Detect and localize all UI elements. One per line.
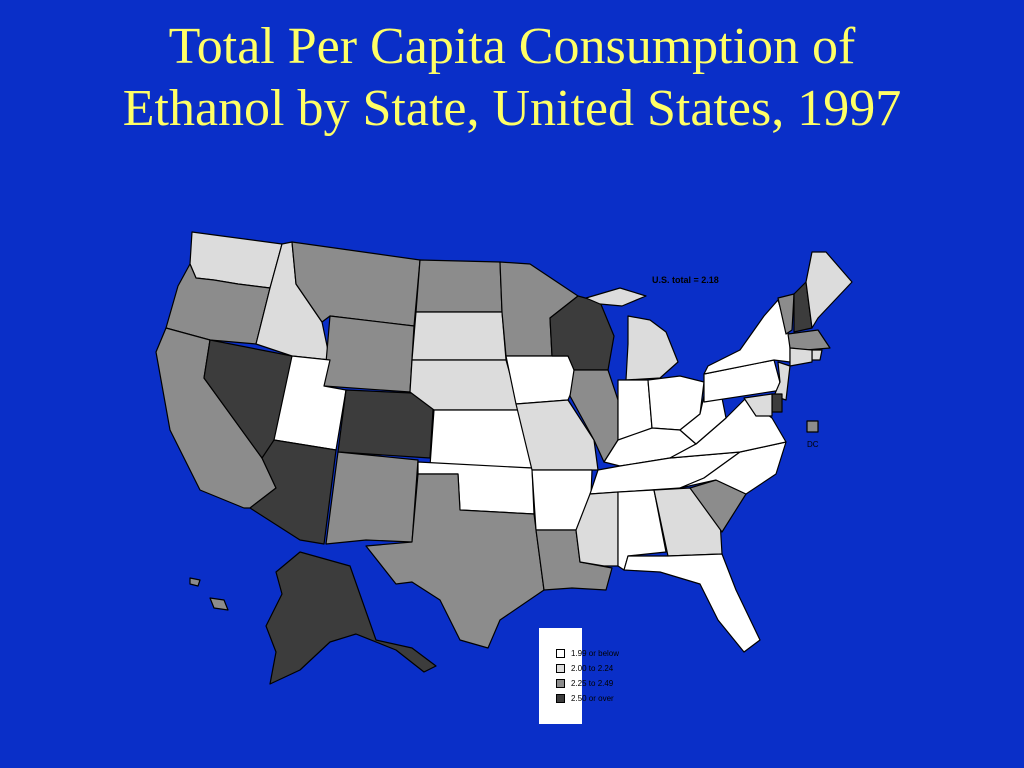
state-DC [806,420,819,433]
state-NE [409,359,521,411]
dc-label: DC [807,440,819,449]
state-FL [623,553,761,653]
legend-swatch [556,678,565,688]
state-WY [323,315,415,393]
state-ND [415,259,503,313]
slide-title: Total Per Capita Consumption of Ethanol … [122,18,902,137]
state-VT [777,293,795,335]
legend-label: 1.99 or below [571,648,620,658]
legend-label: 2.25 to 2.49 [571,678,614,688]
state-DE [771,393,783,413]
us-total-label: U.S. total = 2.18 [652,275,719,285]
state-RI [811,349,823,361]
legend [539,628,582,724]
legend-item: 2.50 or over [556,692,614,704]
state-CT [789,347,813,367]
state-AZ [249,439,337,545]
state-NC [679,441,787,495]
legend-item: 2.25 to 2.49 [556,677,613,689]
legend-item: 2.00 to 2.24 [556,662,613,674]
legend-label: 2.50 or over [571,693,614,703]
state-NY [703,299,791,375]
state-AK [265,551,437,685]
state-KS [429,409,533,469]
state-HI [209,597,229,611]
state-MI-upper [585,287,647,307]
legend-label: 2.00 to 2.24 [571,663,614,673]
state-IA [505,355,579,405]
state-NM [325,451,419,545]
legend-item: 1.99 or below [556,647,619,659]
legend-swatch [556,663,565,673]
state-TX [365,473,545,649]
state-ME [805,251,853,329]
state-SD [411,311,507,361]
state-CO [337,389,435,459]
state-MI [625,315,679,381]
state-MA [787,329,831,351]
state-MO [515,399,599,471]
legend-swatch [556,648,565,658]
legend-swatch [556,693,565,703]
state-MD [743,393,773,417]
state-HI-2 [189,577,201,587]
